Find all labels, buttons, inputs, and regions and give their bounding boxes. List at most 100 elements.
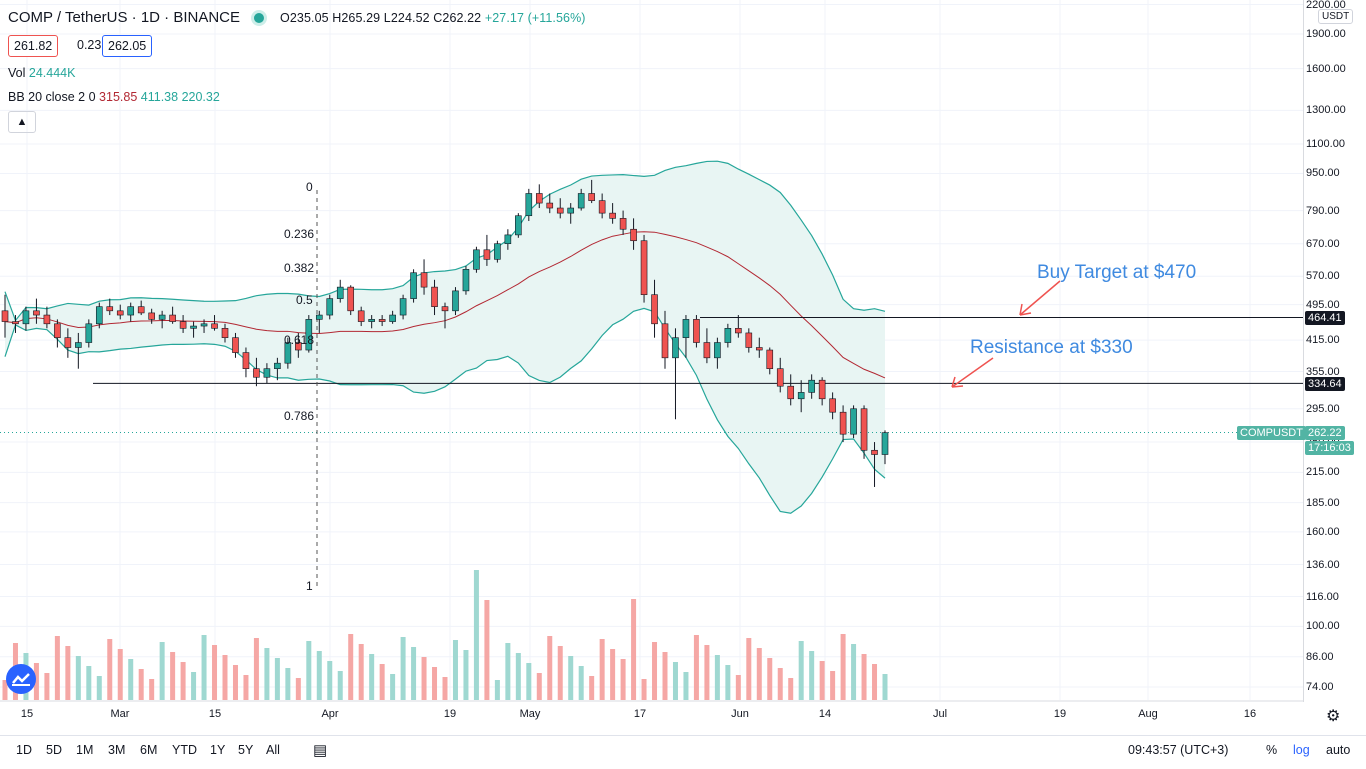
- candle-body: [54, 323, 61, 338]
- percent-toggle[interactable]: %: [1266, 743, 1278, 757]
- volume-bar: [484, 600, 490, 700]
- candle-body: [755, 347, 763, 351]
- price-label: 74.00: [1306, 681, 1334, 693]
- range-5y-button[interactable]: 5Y: [238, 743, 254, 757]
- candle-body: [515, 215, 522, 236]
- price-label: 790.00: [1306, 204, 1340, 217]
- volume-bar: [851, 644, 857, 700]
- candle-body: [137, 306, 145, 314]
- candle-body: [242, 352, 250, 369]
- candle-body: [745, 332, 753, 348]
- close-value: C262.22: [433, 10, 482, 25]
- volume-bar: [714, 655, 720, 700]
- market-status-icon: [254, 12, 265, 23]
- range-1d-button[interactable]: 1D: [16, 743, 32, 757]
- price-label: 160.00: [1306, 525, 1340, 538]
- volume-bar: [840, 634, 846, 700]
- candle-body: [473, 249, 480, 270]
- volume-bar: [819, 661, 825, 700]
- time-label: 17: [633, 708, 647, 720]
- volume-bar: [432, 667, 438, 700]
- candle-body: [179, 321, 187, 329]
- bid-price[interactable]: 261.82: [8, 35, 59, 57]
- volume-bar: [222, 655, 228, 700]
- volume-bar: [725, 665, 731, 700]
- volume-bar: [515, 653, 521, 700]
- range-ytd-button[interactable]: YTD: [172, 743, 197, 757]
- buy-target-arrowhead: [1019, 303, 1032, 316]
- volume-bar: [191, 672, 197, 700]
- candle-body: [860, 408, 868, 451]
- bottom-toolbar: 1D 5D 1M 3M 6M YTD 1Y 5Y All ▤ 09:43:57 …: [0, 735, 1366, 769]
- volume-bar: [390, 674, 396, 700]
- price-label: 116.00: [1306, 590, 1339, 603]
- candle-body: [75, 342, 82, 348]
- candle-body: [693, 319, 700, 343]
- volume-bar: [746, 638, 752, 700]
- volume-bar: [348, 634, 354, 700]
- volume-bar: [327, 661, 333, 700]
- bollinger-upper-line: [4, 160, 886, 322]
- collapse-legend-button[interactable]: ▲: [8, 111, 36, 133]
- volume-bar: [33, 663, 39, 700]
- candle-body: [200, 323, 208, 327]
- candle-body: [630, 228, 637, 242]
- price-chart[interactable]: [0, 0, 1303, 702]
- volume-bar: [316, 651, 322, 700]
- volume-bar: [138, 669, 144, 700]
- candle-body: [326, 298, 334, 316]
- range-1m-button[interactable]: 1M: [76, 743, 94, 757]
- low-value: L224.52: [383, 10, 430, 25]
- range-1y-button[interactable]: 1Y: [210, 743, 226, 757]
- volume-bar: [96, 676, 102, 700]
- price-label: 1300.00: [1306, 104, 1346, 117]
- volume-bar: [536, 673, 542, 700]
- volume-indicator-legend[interactable]: Vol 24.444K: [8, 66, 75, 80]
- level-tag-334: 334.64: [1305, 377, 1345, 391]
- currency-selector[interactable]: USDT: [1318, 9, 1354, 24]
- candle-body: [347, 286, 355, 312]
- bollinger-indicator-legend[interactable]: BB 20 close 2 0 315.85 411.38 220.32: [8, 90, 220, 104]
- candle-body: [33, 310, 40, 316]
- price-label: 570.00: [1306, 270, 1340, 283]
- range-3m-button[interactable]: 3M: [108, 743, 126, 757]
- candle-body: [295, 342, 302, 351]
- price-label: 86.00: [1306, 650, 1334, 663]
- candle-body: [483, 249, 491, 260]
- price-label: 215.00: [1306, 466, 1340, 479]
- candle-body: [12, 321, 19, 325]
- range-6m-button[interactable]: 6M: [140, 743, 158, 757]
- price-label: 1900.00: [1306, 28, 1346, 40]
- clock[interactable]: 09:43:57 (UTC+3): [1128, 743, 1229, 757]
- time-label: Apr: [321, 708, 339, 720]
- range-5d-button[interactable]: 5D: [46, 743, 62, 757]
- price-axis[interactable]: USDT: [1303, 0, 1366, 702]
- bollinger-lower-line: [4, 307, 886, 514]
- volume-bar: [568, 656, 574, 700]
- candle-body: [158, 314, 166, 320]
- ask-price[interactable]: 262.05: [102, 35, 153, 57]
- resistance-arrowhead: [951, 376, 964, 388]
- volume-bar: [54, 636, 60, 700]
- candle-body: [253, 368, 260, 378]
- candle-body: [85, 323, 93, 343]
- candle-body: [735, 328, 742, 334]
- symbol-title[interactable]: COMP / TetherUS · 1D · BINANCE: [8, 9, 241, 26]
- bb-lower-value: 220.32: [181, 90, 220, 104]
- candle-body: [305, 319, 313, 351]
- date-range-calendar-icon[interactable]: ▤: [313, 742, 328, 759]
- volume-bar: [672, 662, 678, 700]
- candle-body: [232, 337, 239, 353]
- settings-gear-icon[interactable]: ⚙: [1326, 708, 1341, 725]
- volume-bar: [872, 664, 878, 700]
- tradingview-logo-icon[interactable]: [6, 664, 36, 694]
- volume-bar: [526, 663, 532, 700]
- log-toggle[interactable]: log: [1293, 743, 1310, 757]
- volume-bar: [243, 675, 249, 700]
- candle-body: [274, 362, 281, 369]
- candle-body: [651, 294, 658, 325]
- volume-bar: [610, 649, 616, 700]
- range-all-button[interactable]: All: [266, 743, 280, 757]
- auto-toggle[interactable]: auto: [1326, 743, 1351, 757]
- volume-bar: [170, 652, 176, 700]
